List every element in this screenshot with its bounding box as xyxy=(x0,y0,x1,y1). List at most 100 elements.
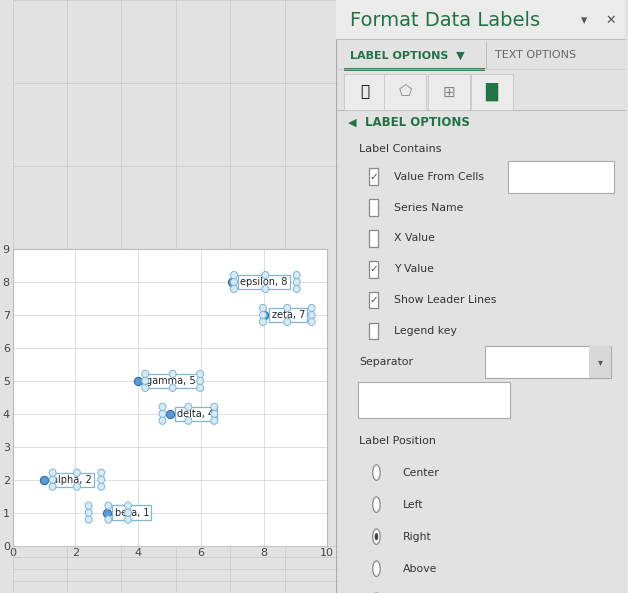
Point xyxy=(102,508,112,517)
Circle shape xyxy=(372,561,380,576)
Text: Label Position: Label Position xyxy=(359,436,436,445)
Text: Series Name: Series Name xyxy=(394,203,463,212)
Point xyxy=(165,409,175,419)
Circle shape xyxy=(262,272,269,279)
Circle shape xyxy=(49,483,56,490)
Text: LABEL OPTIONS  ▼: LABEL OPTIONS ▼ xyxy=(350,50,465,60)
Circle shape xyxy=(142,384,149,391)
FancyBboxPatch shape xyxy=(369,168,377,185)
Circle shape xyxy=(85,509,92,517)
Circle shape xyxy=(124,502,131,509)
Text: beta, 1: beta, 1 xyxy=(115,508,149,518)
Text: ✓: ✓ xyxy=(369,295,378,305)
Circle shape xyxy=(85,502,92,509)
Circle shape xyxy=(284,318,291,326)
Circle shape xyxy=(230,278,237,286)
Circle shape xyxy=(159,410,166,417)
Text: Select Range...: Select Range... xyxy=(524,172,599,181)
Text: ,: , xyxy=(498,357,501,366)
Text: Y Value: Y Value xyxy=(394,264,433,274)
Text: ✕: ✕ xyxy=(605,14,615,27)
Text: ▾: ▾ xyxy=(598,357,603,366)
Text: ◀: ◀ xyxy=(347,118,356,127)
Text: Format Data Labels: Format Data Labels xyxy=(350,11,541,30)
Circle shape xyxy=(85,516,92,523)
Circle shape xyxy=(262,285,269,292)
Circle shape xyxy=(98,469,105,476)
Text: Show Leader Lines: Show Leader Lines xyxy=(394,295,496,305)
FancyBboxPatch shape xyxy=(369,292,377,308)
Circle shape xyxy=(98,476,105,483)
Circle shape xyxy=(159,403,166,410)
Circle shape xyxy=(124,516,131,523)
FancyBboxPatch shape xyxy=(336,0,625,39)
Text: ⊞: ⊞ xyxy=(442,84,455,100)
Circle shape xyxy=(230,285,237,292)
Text: gamma, 5: gamma, 5 xyxy=(146,376,196,386)
Text: Left: Left xyxy=(403,500,423,509)
FancyBboxPatch shape xyxy=(428,74,470,110)
FancyBboxPatch shape xyxy=(509,161,614,193)
Text: ✓: ✓ xyxy=(369,172,378,181)
Text: TEXT OPTIONS: TEXT OPTIONS xyxy=(495,50,576,60)
Circle shape xyxy=(259,318,266,326)
Circle shape xyxy=(372,465,380,480)
Circle shape xyxy=(308,311,315,318)
Point xyxy=(39,475,49,484)
Text: Label Contains: Label Contains xyxy=(359,144,441,154)
FancyBboxPatch shape xyxy=(344,74,386,110)
FancyBboxPatch shape xyxy=(369,261,377,278)
Circle shape xyxy=(259,311,266,318)
Point xyxy=(259,310,269,320)
Text: ✓: ✓ xyxy=(369,264,378,274)
Circle shape xyxy=(293,278,300,286)
Text: Center: Center xyxy=(403,468,439,477)
Text: alpha, 2: alpha, 2 xyxy=(51,474,92,484)
Text: Legend key: Legend key xyxy=(394,326,457,336)
Circle shape xyxy=(211,410,218,417)
Text: Separator: Separator xyxy=(359,357,413,366)
Circle shape xyxy=(105,516,112,523)
Circle shape xyxy=(169,384,176,391)
Text: ▉: ▉ xyxy=(485,83,499,101)
Circle shape xyxy=(293,272,300,279)
FancyBboxPatch shape xyxy=(589,346,611,378)
Circle shape xyxy=(142,370,149,378)
Text: ▾: ▾ xyxy=(582,14,588,27)
Text: Reset Label Text: Reset Label Text xyxy=(390,396,479,405)
Circle shape xyxy=(49,469,56,476)
FancyBboxPatch shape xyxy=(358,382,510,418)
FancyBboxPatch shape xyxy=(485,346,611,378)
Circle shape xyxy=(372,529,380,544)
Circle shape xyxy=(293,285,300,292)
Text: X Value: X Value xyxy=(394,234,435,243)
Circle shape xyxy=(98,483,105,490)
Point xyxy=(227,278,237,287)
Circle shape xyxy=(159,417,166,425)
Text: Above: Above xyxy=(403,564,437,573)
Circle shape xyxy=(284,304,291,312)
Circle shape xyxy=(259,304,266,312)
FancyBboxPatch shape xyxy=(384,74,426,110)
Circle shape xyxy=(185,403,192,410)
Text: Right: Right xyxy=(403,532,431,541)
Circle shape xyxy=(73,469,80,476)
Text: delta, 4: delta, 4 xyxy=(178,409,215,419)
Circle shape xyxy=(197,384,203,391)
Circle shape xyxy=(375,533,378,540)
Circle shape xyxy=(169,370,176,378)
Circle shape xyxy=(308,318,315,326)
FancyBboxPatch shape xyxy=(369,199,377,216)
Text: zeta, 7: zeta, 7 xyxy=(272,310,305,320)
Circle shape xyxy=(124,509,131,517)
Circle shape xyxy=(197,370,203,378)
Circle shape xyxy=(49,476,56,483)
Text: epsilon, 8: epsilon, 8 xyxy=(240,277,288,287)
Circle shape xyxy=(372,497,380,512)
Circle shape xyxy=(73,483,80,490)
Circle shape xyxy=(308,304,315,312)
Point xyxy=(133,376,143,385)
Text: LABEL OPTIONS: LABEL OPTIONS xyxy=(365,116,470,129)
Circle shape xyxy=(142,377,149,384)
Circle shape xyxy=(185,417,192,425)
